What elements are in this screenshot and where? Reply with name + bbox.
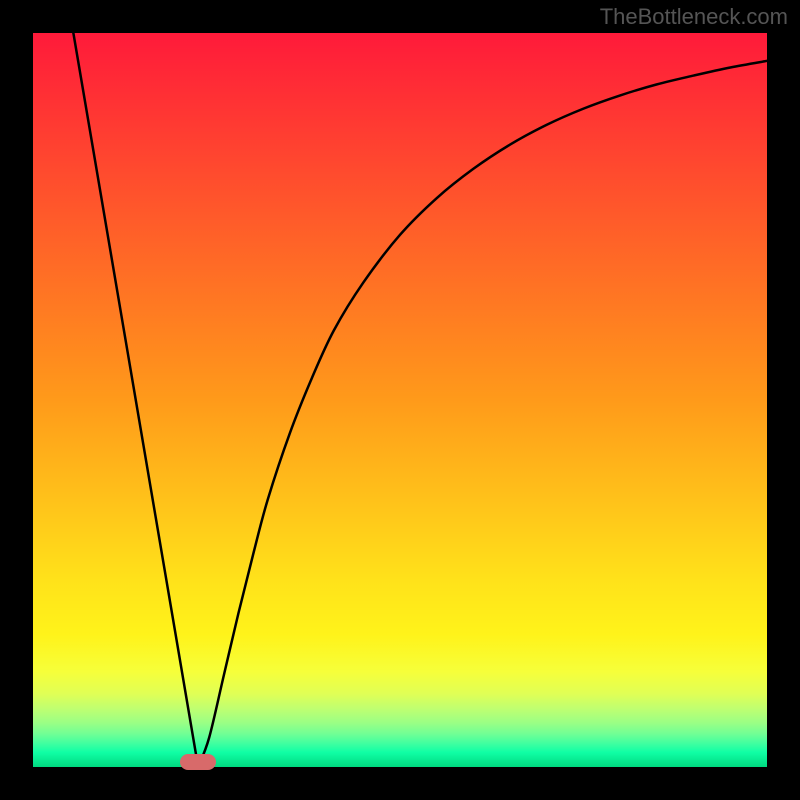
plot-area bbox=[33, 33, 767, 767]
bottleneck-curve bbox=[33, 33, 767, 767]
chart-container: TheBottleneck.com bbox=[0, 0, 800, 800]
watermark-text: TheBottleneck.com bbox=[600, 4, 788, 30]
curve-path bbox=[73, 33, 767, 767]
minimum-marker bbox=[180, 754, 216, 770]
